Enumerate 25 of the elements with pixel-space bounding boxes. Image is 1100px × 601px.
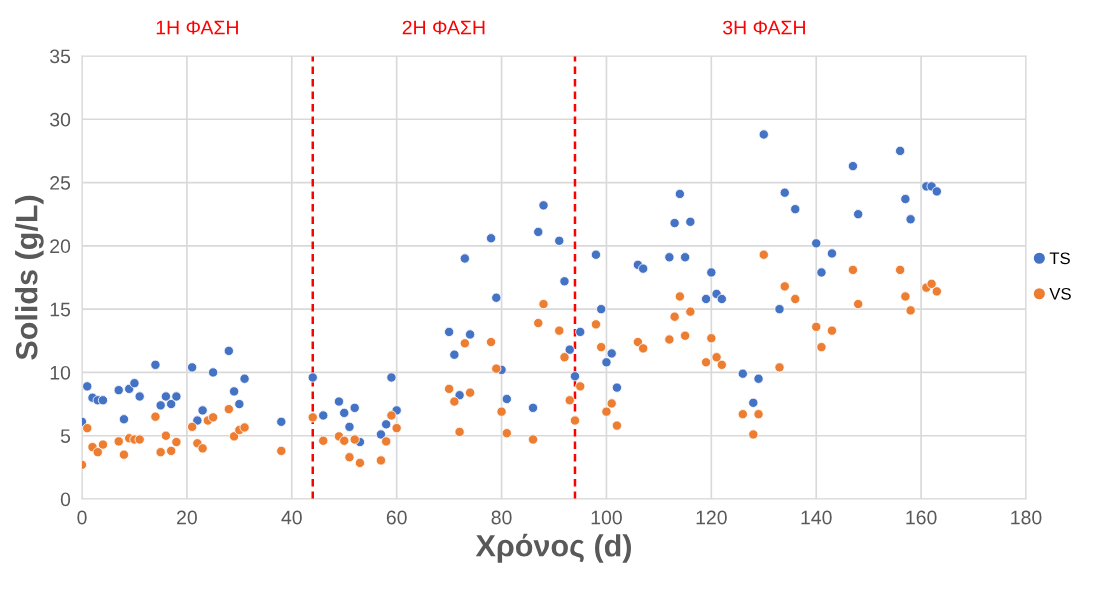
y-tick-label: 10 <box>50 365 71 380</box>
x-tick-label: 20 <box>177 510 197 525</box>
x-tick-label: 80 <box>491 510 512 525</box>
text: 2Η ΦΑΣΗ <box>402 20 485 35</box>
x-tick-label: 40 <box>281 510 302 525</box>
x-tick-label: 0 <box>77 510 87 525</box>
legend-label: TS <box>1049 252 1070 265</box>
x-tick-label: 140 <box>801 510 832 525</box>
x-tick-label: 180 <box>1011 510 1042 525</box>
x-tick-label: 60 <box>386 510 407 525</box>
y-tick-label: 20 <box>50 239 71 254</box>
x-tick-label: 100 <box>591 510 622 525</box>
text: 3Η ΦΑΣΗ <box>723 20 805 35</box>
y-tick-label: 5 <box>60 429 71 443</box>
legend-label: VS <box>1049 287 1071 300</box>
y-axis-title: Solids (g/L) <box>15 195 44 360</box>
y-tick-label: 35 <box>50 49 71 64</box>
y-tick-label: 0 <box>60 492 71 507</box>
x-axis-title: Χρόνος (d) <box>475 533 631 563</box>
x-tick-label: 120 <box>696 510 727 525</box>
y-tick-label: 30 <box>50 112 71 127</box>
y-tick-label: 15 <box>50 302 71 317</box>
text: 1Η ΦΑΣΗ <box>156 20 238 35</box>
x-tick-label: 160 <box>906 510 937 525</box>
y-tick-label: 25 <box>50 176 71 190</box>
